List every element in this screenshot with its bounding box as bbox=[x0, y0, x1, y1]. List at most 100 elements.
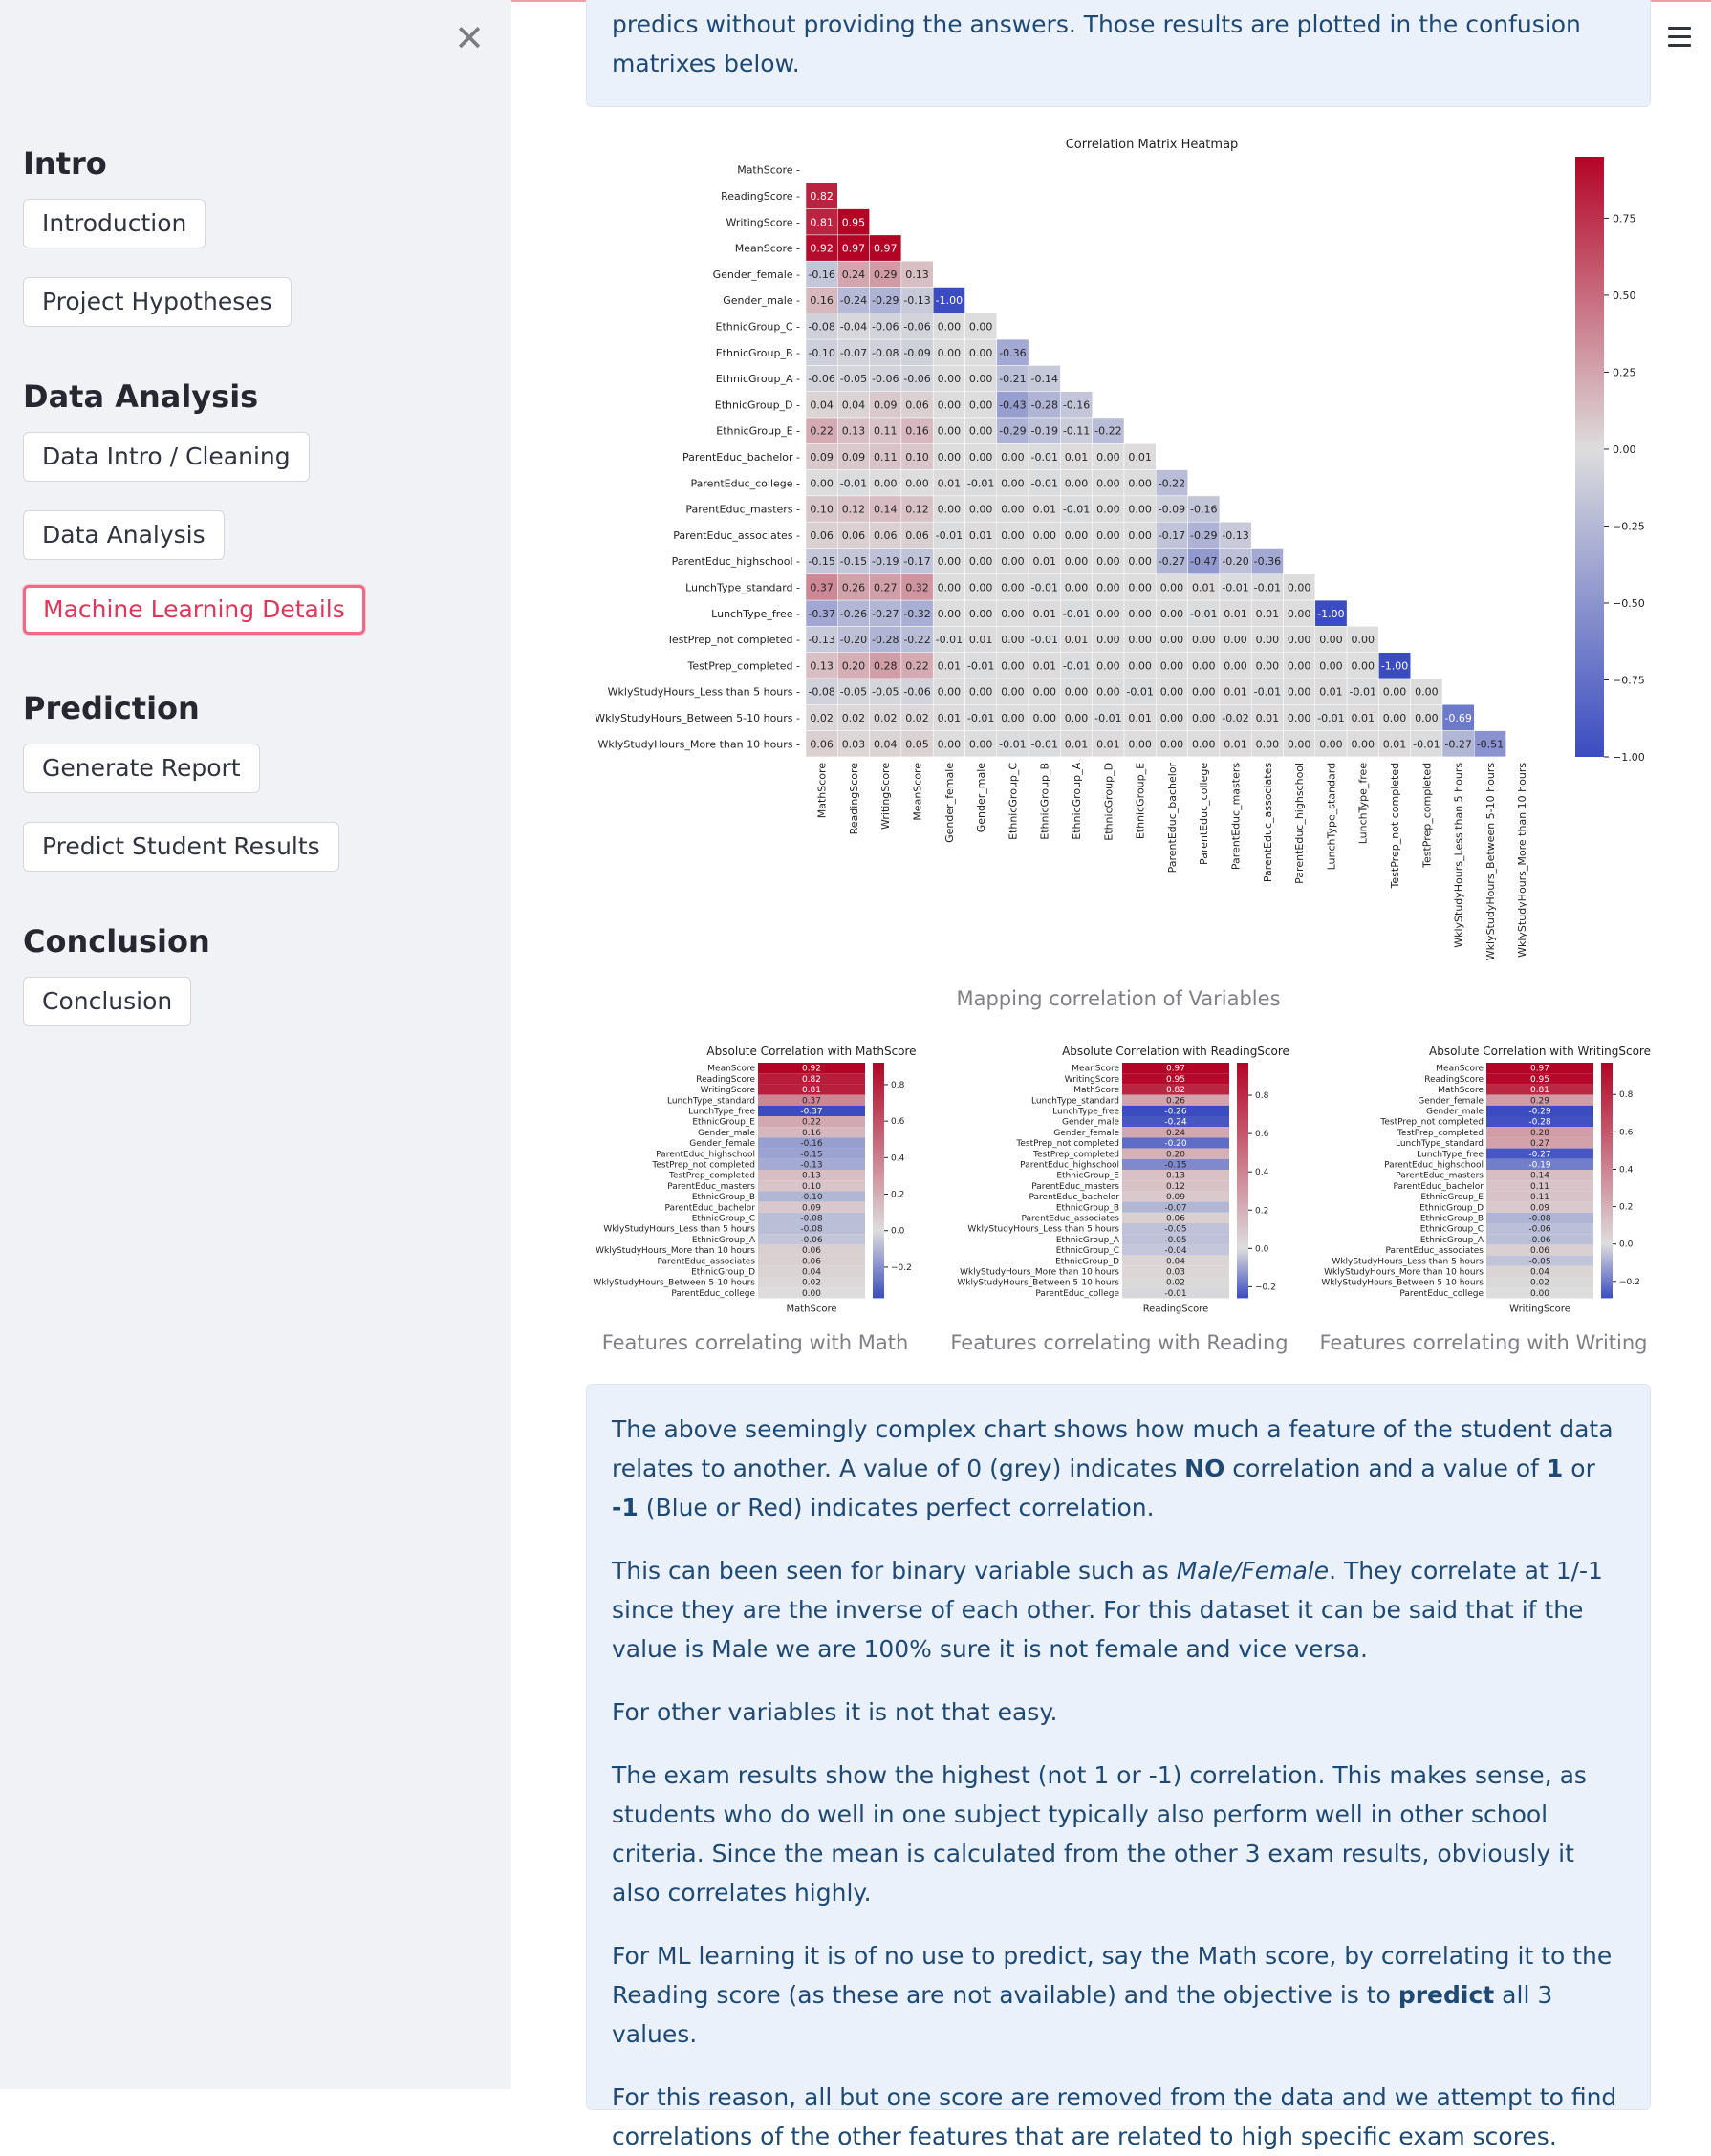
heatmap-cell bbox=[1378, 678, 1411, 705]
heatmap-cell bbox=[1314, 730, 1348, 758]
predict-student-results-button[interactable]: Predict Student Results bbox=[23, 822, 339, 872]
heatmap-cell bbox=[869, 521, 902, 549]
heatmap-cell bbox=[805, 287, 838, 314]
small-chart-row-label: MeanScore bbox=[1436, 1065, 1484, 1074]
small-chart-row-label: WklyStudyHours_Less than 5 hours bbox=[603, 1225, 755, 1235]
small-chart-row-label: LunchType_free bbox=[688, 1108, 755, 1117]
cell-value-label: -0.20 bbox=[1222, 555, 1248, 568]
column-label: WklyStudyHours_Less than 5 hours bbox=[1453, 763, 1465, 948]
small-chart-row-label: ParentEduc_masters bbox=[667, 1182, 755, 1192]
introduction-button[interactable]: Introduction bbox=[23, 199, 206, 248]
heatmap-cell bbox=[1028, 730, 1061, 758]
cell-value-label: 0.00 bbox=[938, 373, 962, 385]
small-chart-value-label: -0.24 bbox=[1164, 1118, 1187, 1128]
column-label: ParentEduc_college bbox=[1198, 763, 1210, 865]
sidebar-section-conclusion: Conclusion bbox=[23, 923, 210, 959]
heatmap-cell bbox=[932, 338, 965, 366]
cell-value-label: -0.08 bbox=[872, 347, 899, 359]
cell-value-label: 0.06 bbox=[905, 529, 929, 542]
cell-value-label: -0.05 bbox=[840, 373, 867, 385]
cell-value-label: 0.06 bbox=[842, 529, 866, 542]
close-icon[interactable]: ✕ bbox=[454, 17, 485, 59]
cell-value-label: 0.00 bbox=[1096, 686, 1120, 699]
sidebar: ✕ Intro Introduction Project Hypotheses … bbox=[0, 0, 511, 2089]
small-chart-cell bbox=[1486, 1137, 1593, 1149]
cell-value-label: 0.02 bbox=[905, 712, 929, 724]
heatmap-cell bbox=[1250, 573, 1284, 601]
cell-value-label: -0.01 bbox=[1031, 738, 1058, 750]
small-chart-row-label: EthnicGroup_E bbox=[692, 1118, 755, 1128]
column-label: WklyStudyHours_Between 5-10 hours bbox=[1484, 763, 1497, 961]
small-chart-row-label: EthnicGroup_D bbox=[691, 1268, 755, 1278]
conclusion-button[interactable]: Conclusion bbox=[23, 977, 192, 1026]
small-chart-row-label: EthnicGroup_B bbox=[692, 1193, 755, 1202]
machine-learning-details-button[interactable]: Machine Learning Details bbox=[23, 585, 365, 635]
heatmap-title: Correlation Matrix Heatmap bbox=[1066, 138, 1239, 152]
small-chart-xlabel: WritingScore bbox=[1509, 1304, 1570, 1314]
heatmap-cell bbox=[900, 704, 934, 731]
cell-value-label: 0.00 bbox=[1256, 659, 1280, 672]
small-chart-value-label: 0.11 bbox=[1530, 1193, 1549, 1202]
data-analysis-button[interactable]: Data Analysis bbox=[23, 510, 225, 560]
heatmap-cell bbox=[1156, 469, 1188, 497]
heatmap-cell bbox=[932, 626, 965, 653]
cell-value-label: -0.01 bbox=[1094, 712, 1121, 724]
heatmap-cell bbox=[996, 626, 1029, 653]
cell-value-label: 0.01 bbox=[1224, 686, 1247, 699]
small-chart-value-label: -0.19 bbox=[1528, 1161, 1551, 1171]
small-chart-row-label: LunchType_standard bbox=[667, 1096, 755, 1106]
small-chart-value-label: -0.07 bbox=[1164, 1203, 1186, 1213]
small-chart-row-label: WklyStudyHours_More than 10 hours bbox=[1324, 1268, 1484, 1278]
cell-value-label: -0.13 bbox=[808, 634, 834, 646]
writing-chart-caption: Features correlating with Writing bbox=[1319, 1331, 1648, 1354]
small-chart-row-label: ParentEduc_highschool bbox=[1020, 1161, 1119, 1171]
cell-value-label: 0.00 bbox=[1288, 581, 1311, 593]
small-chart-value-label: -0.05 bbox=[1528, 1257, 1550, 1266]
cell-value-label: -0.22 bbox=[1094, 425, 1121, 438]
generate-report-button[interactable]: Generate Report bbox=[23, 744, 260, 793]
column-label: EthnicGroup_B bbox=[1039, 763, 1051, 840]
row-label: EthnicGroup_C - bbox=[716, 320, 800, 333]
small-chart-value-label: -0.06 bbox=[1528, 1225, 1551, 1235]
small-chart-cell bbox=[758, 1201, 865, 1213]
small-chart-row-label: MathScore bbox=[1438, 1086, 1484, 1095]
small-chart-cell bbox=[1122, 1094, 1229, 1106]
small-chart-cell bbox=[1486, 1201, 1593, 1213]
small-chart-row-label: EthnicGroup_C bbox=[692, 1215, 755, 1224]
cell-value-label: 0.13 bbox=[810, 659, 834, 672]
small-chart-cell bbox=[1122, 1277, 1229, 1288]
data-intro-cleaning-button[interactable]: Data Intro / Cleaning bbox=[23, 432, 310, 482]
heatmap-cell bbox=[932, 678, 965, 705]
small-chart-value-label: 0.06 bbox=[802, 1246, 821, 1256]
small-chart-value-label: -0.20 bbox=[1164, 1139, 1187, 1149]
cell-value-label: 0.00 bbox=[1001, 686, 1025, 699]
column-label: ParentEduc_bachelor bbox=[1166, 762, 1179, 873]
cell-value-label: -0.01 bbox=[1317, 712, 1344, 724]
small-chart-value-label: 0.29 bbox=[1530, 1096, 1549, 1106]
small-chart-cell bbox=[758, 1094, 865, 1106]
small-chart-row-label: ParentEduc_associates bbox=[658, 1257, 756, 1266]
cell-value-label: 0.01 bbox=[1065, 451, 1089, 464]
cell-value-label: 0.00 bbox=[938, 738, 962, 750]
cell-value-label: 0.00 bbox=[969, 373, 993, 385]
column-label: EthnicGroup_A bbox=[1071, 762, 1083, 839]
small-chart-value-label: 0.09 bbox=[1166, 1193, 1185, 1202]
heatmap-cell bbox=[1219, 652, 1252, 679]
heatmap-cell bbox=[869, 443, 902, 470]
small-chart-cell bbox=[1486, 1073, 1593, 1085]
heatmap-cell bbox=[996, 417, 1029, 444]
small-chart-row-label: ParentEduc_college bbox=[1035, 1289, 1119, 1299]
heatmap-cell bbox=[1028, 521, 1061, 549]
cell-value-label: 0.00 bbox=[969, 425, 993, 438]
small-chart-cell bbox=[1122, 1191, 1229, 1202]
heatmap-cell bbox=[1410, 678, 1443, 705]
small-chart-row-label: EthnicGroup_D bbox=[1419, 1203, 1484, 1213]
small-chart-row-label: WritingScore bbox=[1065, 1075, 1120, 1085]
cell-value-label: -0.01 bbox=[1063, 608, 1090, 620]
cell-value-label: 0.00 bbox=[1192, 712, 1216, 724]
project-hypotheses-button[interactable]: Project Hypotheses bbox=[23, 277, 292, 327]
heatmap-cell bbox=[932, 469, 965, 497]
small-chart-xlabel: MathScore bbox=[786, 1304, 836, 1314]
cell-value-label: 0.22 bbox=[905, 659, 929, 672]
hamburger-menu-icon[interactable] bbox=[1668, 27, 1691, 53]
